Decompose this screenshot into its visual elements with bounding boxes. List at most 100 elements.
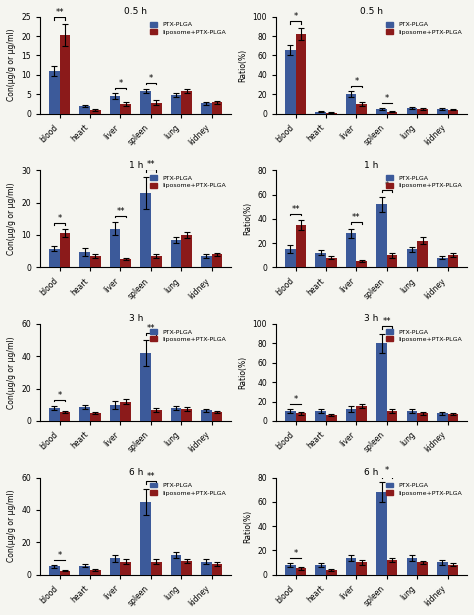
Bar <box>356 563 367 574</box>
Bar <box>448 565 458 574</box>
Bar <box>285 249 295 268</box>
Bar <box>356 261 367 268</box>
Bar <box>151 561 162 574</box>
Bar <box>407 411 417 421</box>
Bar <box>151 256 162 268</box>
Bar <box>49 71 60 114</box>
Text: *: * <box>293 12 298 21</box>
Bar <box>80 407 90 421</box>
Bar <box>295 34 306 114</box>
Bar <box>201 410 212 421</box>
Bar <box>60 412 70 421</box>
Y-axis label: Ratio(%): Ratio(%) <box>243 202 252 236</box>
Bar <box>315 411 326 421</box>
Legend: PTX-PLGA, liposome+PTX-PLGA: PTX-PLGA, liposome+PTX-PLGA <box>148 327 228 344</box>
Bar <box>110 96 120 114</box>
Bar <box>437 258 448 268</box>
Bar <box>448 414 458 421</box>
Bar <box>182 561 192 574</box>
Bar <box>315 565 326 574</box>
Bar <box>60 571 70 574</box>
Bar <box>326 415 337 421</box>
Bar <box>387 560 398 574</box>
Bar <box>417 563 428 574</box>
Text: *: * <box>57 215 62 223</box>
Bar <box>417 240 428 268</box>
Bar <box>387 255 398 268</box>
Bar <box>212 103 222 114</box>
Y-axis label: Con(μg/g or μg/ml): Con(μg/g or μg/ml) <box>7 336 16 409</box>
Y-axis label: Con(μg/g or μg/ml): Con(μg/g or μg/ml) <box>7 29 16 101</box>
Title: 0.5 h: 0.5 h <box>360 7 383 16</box>
Bar <box>448 255 458 268</box>
Bar <box>171 555 182 574</box>
Bar <box>407 558 417 574</box>
Legend: PTX-PLGA, liposome+PTX-PLGA: PTX-PLGA, liposome+PTX-PLGA <box>148 20 228 37</box>
Bar <box>295 413 306 421</box>
Bar <box>171 240 182 268</box>
Title: 3 h: 3 h <box>365 314 379 323</box>
Bar <box>60 35 70 114</box>
Bar <box>356 407 367 421</box>
Title: 6 h: 6 h <box>128 468 143 477</box>
Legend: PTX-PLGA, liposome+PTX-PLGA: PTX-PLGA, liposome+PTX-PLGA <box>148 481 228 498</box>
Bar <box>285 50 295 114</box>
Legend: PTX-PLGA, liposome+PTX-PLGA: PTX-PLGA, liposome+PTX-PLGA <box>148 173 228 190</box>
Bar <box>212 564 222 574</box>
Bar <box>110 558 120 574</box>
Title: 1 h: 1 h <box>365 161 379 170</box>
Bar <box>49 566 60 574</box>
Text: **: ** <box>291 205 300 213</box>
Bar <box>376 204 387 268</box>
Bar <box>151 103 162 114</box>
Bar <box>171 408 182 421</box>
Bar <box>315 253 326 268</box>
Bar <box>80 106 90 114</box>
Bar <box>437 413 448 421</box>
Text: **: ** <box>116 207 125 216</box>
Title: 3 h: 3 h <box>128 314 143 323</box>
Legend: PTX-PLGA, liposome+PTX-PLGA: PTX-PLGA, liposome+PTX-PLGA <box>384 20 464 37</box>
Title: 0.5 h: 0.5 h <box>124 7 147 16</box>
Text: **: ** <box>55 8 64 17</box>
Bar <box>285 565 295 574</box>
Bar <box>407 249 417 268</box>
Bar <box>437 109 448 114</box>
Text: *: * <box>149 74 153 84</box>
Bar <box>171 95 182 114</box>
Text: *: * <box>293 395 298 404</box>
Bar <box>201 103 212 114</box>
Bar <box>90 569 100 574</box>
Bar <box>212 255 222 268</box>
Bar <box>417 413 428 421</box>
Bar <box>212 412 222 421</box>
Text: **: ** <box>383 317 391 326</box>
Bar <box>285 411 295 421</box>
Text: *: * <box>385 466 389 475</box>
Text: *: * <box>57 391 62 400</box>
Text: **: ** <box>146 323 155 333</box>
Bar <box>140 502 151 574</box>
Bar <box>60 233 70 268</box>
Bar <box>110 405 120 421</box>
Bar <box>376 343 387 421</box>
Bar <box>140 91 151 114</box>
Bar <box>437 563 448 574</box>
Bar <box>326 258 337 268</box>
Bar <box>346 558 356 574</box>
Text: **: ** <box>146 472 155 482</box>
Y-axis label: Ratio(%): Ratio(%) <box>238 356 247 389</box>
Legend: PTX-PLGA, liposome+PTX-PLGA: PTX-PLGA, liposome+PTX-PLGA <box>384 173 464 190</box>
Bar <box>346 233 356 268</box>
Y-axis label: Ratio(%): Ratio(%) <box>238 49 247 82</box>
Bar <box>182 91 192 114</box>
Bar <box>90 413 100 421</box>
Text: **: ** <box>146 160 155 169</box>
Text: *: * <box>354 77 358 85</box>
Bar <box>346 94 356 114</box>
Bar <box>182 409 192 421</box>
Legend: PTX-PLGA, liposome+PTX-PLGA: PTX-PLGA, liposome+PTX-PLGA <box>384 327 464 344</box>
Bar <box>326 113 337 114</box>
Bar <box>376 109 387 114</box>
Bar <box>80 252 90 268</box>
